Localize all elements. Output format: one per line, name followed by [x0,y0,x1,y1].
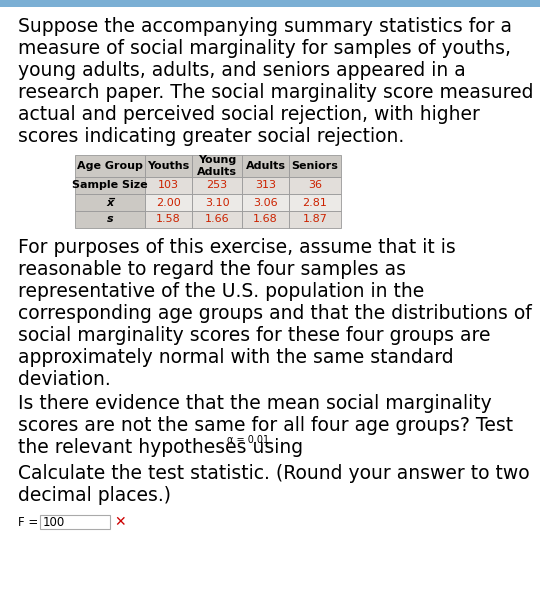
Text: approximately normal with the same standard: approximately normal with the same stand… [18,348,454,367]
Text: the relevant hypotheses using: the relevant hypotheses using [18,438,303,457]
Bar [289,194,341,211]
Text: Adults: Adults [246,161,286,171]
Text: 313: 313 [255,181,276,191]
Text: reasonable to regard the four samples as: reasonable to regard the four samples as [18,260,406,279]
Bar [145,177,192,194]
Text: deviation.: deviation. [18,370,111,389]
Text: Young
Adults: Young Adults [197,155,237,177]
Text: 253: 253 [206,181,227,191]
Text: Age Group: Age Group [77,161,143,171]
Text: 1.58: 1.58 [156,215,181,225]
Text: scores are not the same for all four age groups? Test: scores are not the same for all four age… [18,416,513,435]
Text: 3.06: 3.06 [253,198,278,208]
Text: corresponding age groups and that the distributions of: corresponding age groups and that the di… [18,304,532,323]
Bar [75,194,145,211]
Text: 3.10: 3.10 [205,198,230,208]
Text: x̅: x̅ [106,198,113,208]
Text: measure of social marginality for samples of youths,: measure of social marginality for sample… [18,39,511,58]
Bar [75,211,145,228]
Bar [145,194,192,211]
Bar [289,211,341,228]
Text: F =: F = [18,516,38,529]
Text: 1.87: 1.87 [302,215,327,225]
Bar [192,155,242,177]
Text: 103: 103 [158,181,179,191]
Bar [242,155,289,177]
Text: Seniors: Seniors [292,161,339,171]
Text: For purposes of this exercise, assume that it is: For purposes of this exercise, assume th… [18,238,456,257]
Text: young adults, adults, and seniors appeared in a: young adults, adults, and seniors appear… [18,61,465,80]
Bar [242,177,289,194]
Text: scores indicating greater social rejection.: scores indicating greater social rejecti… [18,127,404,146]
Text: 2.00: 2.00 [156,198,181,208]
Bar [75,155,145,177]
Text: s: s [107,215,113,225]
Text: research paper. The social marginality score measured: research paper. The social marginality s… [18,83,534,102]
Text: 2.81: 2.81 [302,198,327,208]
Bar [40,515,110,529]
Bar [192,194,242,211]
Text: representative of the U.S. population in the: representative of the U.S. population in… [18,282,424,301]
Bar [145,155,192,177]
Bar [192,177,242,194]
Bar [192,211,242,228]
Text: 1.66: 1.66 [205,215,230,225]
Text: actual and perceived social rejection, with higher: actual and perceived social rejection, w… [18,105,480,124]
Text: 36: 36 [308,181,322,191]
Text: social marginality scores for these four groups are: social marginality scores for these four… [18,326,490,345]
Text: 100: 100 [43,516,65,529]
Text: Calculate the test statistic. (Round your answer to two: Calculate the test statistic. (Round you… [18,464,530,483]
Bar [75,177,145,194]
Text: Youths: Youths [147,161,190,171]
Text: Is there evidence that the mean social marginality: Is there evidence that the mean social m… [18,394,492,413]
Text: 1.68: 1.68 [253,215,278,225]
Text: Suppose the accompanying summary statistics for a: Suppose the accompanying summary statist… [18,17,512,36]
Bar [242,194,289,211]
Text: ✕: ✕ [114,515,126,529]
Bar [289,155,341,177]
Bar [242,211,289,228]
Text: α = 0.01.: α = 0.01. [227,435,272,445]
Bar [145,211,192,228]
Bar [289,177,341,194]
Bar [0,0,540,7]
Text: Sample Size: Sample Size [72,181,148,191]
Text: decimal places.): decimal places.) [18,486,171,505]
